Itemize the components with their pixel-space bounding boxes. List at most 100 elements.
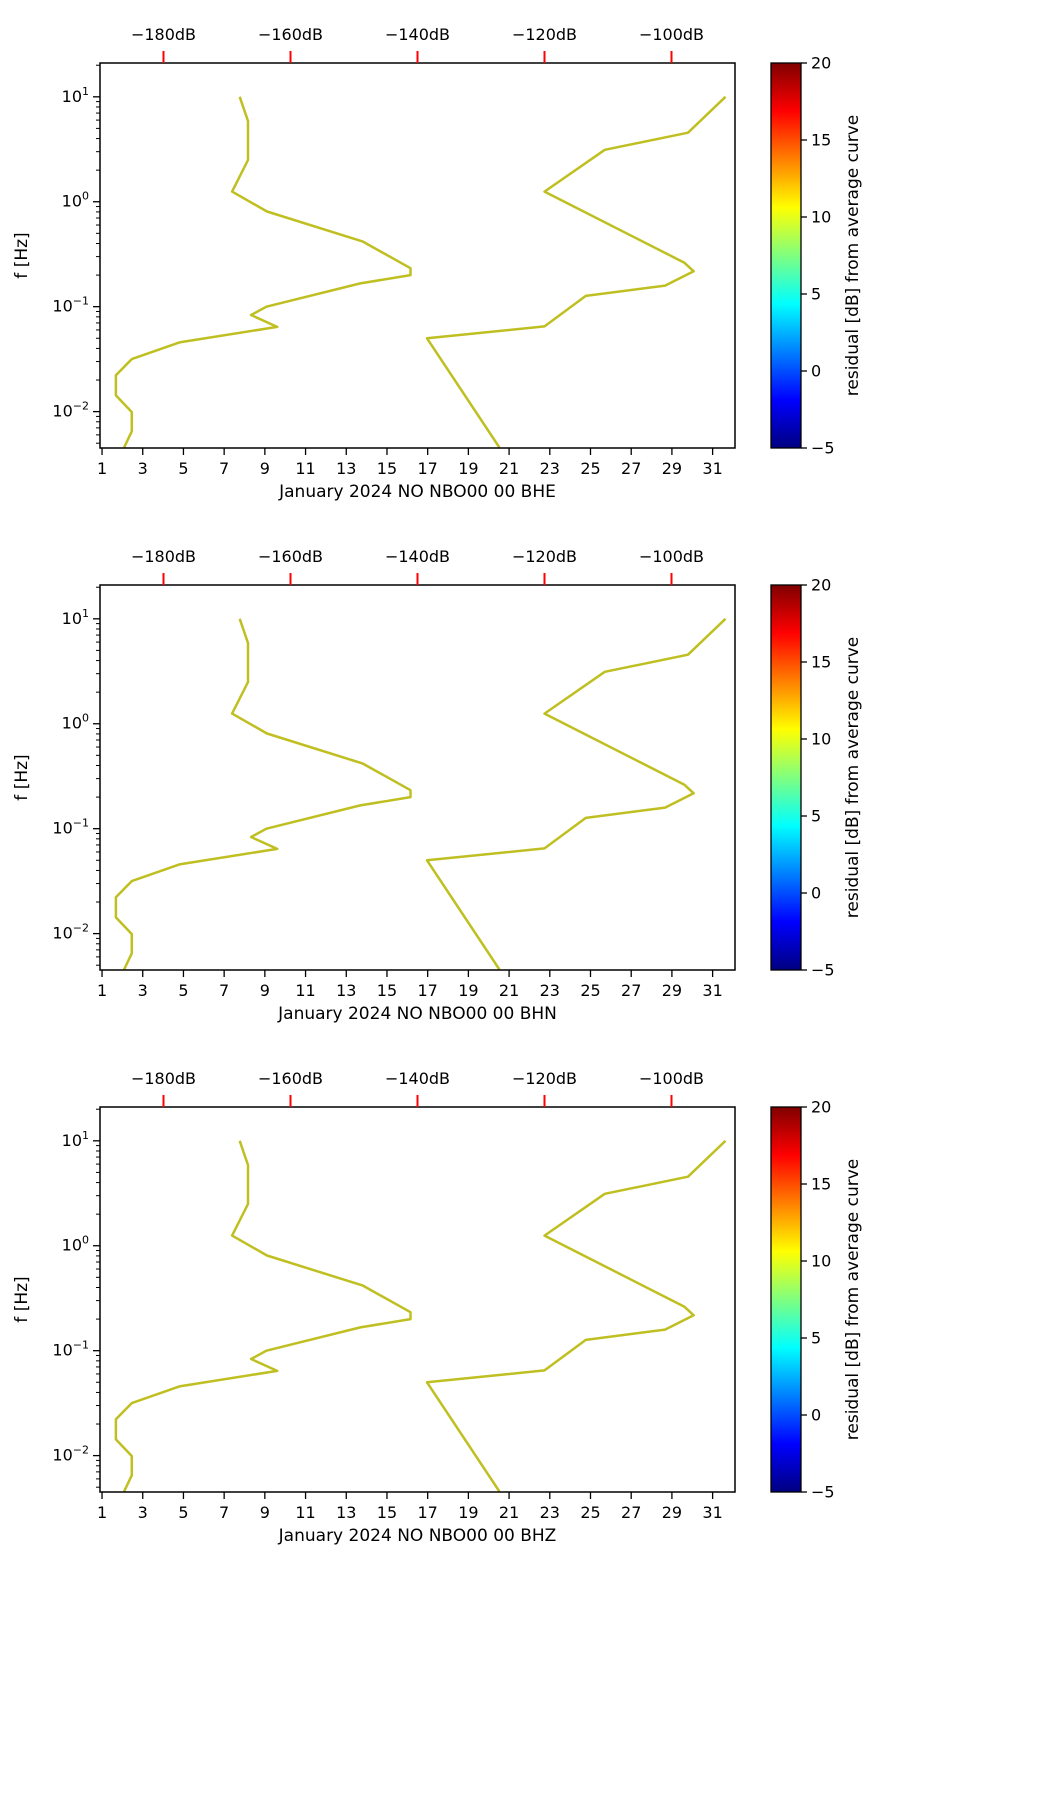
colorbar-tick-label: 20 — [811, 576, 831, 595]
db-tick-label: −140dB — [385, 547, 450, 566]
x-tick-label: 29 — [662, 981, 682, 1000]
x-tick-label: 27 — [621, 459, 641, 478]
low-noise-model-curve — [114, 1140, 412, 1492]
x-tick-label: 7 — [219, 981, 229, 1000]
x-tick-label: 7 — [219, 459, 229, 478]
x-tick-label: 31 — [702, 1503, 722, 1522]
colorbar-tick-label: 10 — [811, 1252, 831, 1271]
colorbar-tick-label: 5 — [811, 285, 821, 304]
x-tick-label: 25 — [580, 1503, 600, 1522]
y-axis-label: f [Hz] — [12, 232, 32, 278]
subplot-bhn: 101 100 10−1 10−2 1 3 5 7 9 11 13 15 17 19 21 23 25 27 29 3… — [0, 522, 1052, 1044]
x-tick-label: 29 — [662, 459, 682, 478]
colorbar-tick-label: 20 — [811, 1098, 831, 1117]
x-tick-label: 21 — [499, 1503, 519, 1522]
x-tick-label: 27 — [621, 981, 641, 1000]
x-tick-label: 29 — [662, 1503, 682, 1522]
x-tick-label: 3 — [138, 459, 148, 478]
x-tick-label: 19 — [458, 459, 478, 478]
low-noise-model-curve — [114, 618, 412, 970]
x-tick-label: 1 — [97, 981, 107, 1000]
x-tick-label: 23 — [540, 1503, 560, 1522]
x-tick-label: 23 — [540, 981, 560, 1000]
db-tick-label: −160dB — [258, 547, 323, 566]
chart-title: January 2024 NO NBO00 00 BHN — [277, 1004, 557, 1024]
x-tick-label: 13 — [336, 981, 356, 1000]
y-tick-label: 10−1 — [52, 295, 89, 316]
x-tick-label: 17 — [417, 981, 437, 1000]
x-tick-label: 11 — [295, 1503, 315, 1522]
x-tick-label: 21 — [499, 459, 519, 478]
y-tick-label: 10−1 — [52, 817, 89, 838]
x-tick-label: 5 — [178, 981, 188, 1000]
x-tick-label: 15 — [377, 1503, 397, 1522]
x-tick-label: 7 — [219, 1503, 229, 1522]
y-tick-label: 10−1 — [52, 1339, 89, 1360]
db-tick-label: −180dB — [131, 547, 196, 566]
x-tick-label: 17 — [417, 1503, 437, 1522]
y-tick-label: 101 — [62, 1129, 89, 1150]
colorbar-tick-label: 15 — [811, 131, 831, 150]
x-tick-label: 31 — [702, 981, 722, 1000]
y-tick-label: 10−2 — [52, 1444, 89, 1465]
colorbar — [770, 62, 802, 449]
db-tick-label: −120dB — [512, 547, 577, 566]
chart-title: January 2024 NO NBO00 00 BHZ — [278, 1526, 557, 1546]
db-tick-label: −120dB — [512, 25, 577, 44]
x-tick-label: 9 — [260, 459, 270, 478]
x-tick-label: 9 — [260, 981, 270, 1000]
colorbar-tick-label: 15 — [811, 653, 831, 672]
chart-title: January 2024 NO NBO00 00 BHE — [278, 482, 556, 502]
plot-area — [100, 63, 735, 448]
low-noise-model-curve — [114, 96, 412, 448]
x-tick-label: 27 — [621, 1503, 641, 1522]
colorbar-tick-label: −5 — [811, 961, 835, 980]
colorbar-tick-label: 0 — [811, 884, 821, 903]
x-tick-label: 19 — [458, 1503, 478, 1522]
db-tick-label: −140dB — [385, 25, 450, 44]
colorbar-tick-label: 20 — [811, 54, 831, 73]
x-tick-label: 11 — [295, 459, 315, 478]
colorbar-tick-label: 15 — [811, 1175, 831, 1194]
y-tick-label: 100 — [62, 712, 89, 733]
y-tick-label: 10−2 — [52, 922, 89, 943]
y-tick-label: 10−2 — [52, 400, 89, 421]
x-tick-label: 25 — [580, 981, 600, 1000]
x-tick-label: 25 — [580, 459, 600, 478]
colorbar-tick-label: 5 — [811, 807, 821, 826]
x-tick-label: 5 — [178, 1503, 188, 1522]
colorbar-tick-label: 10 — [811, 730, 831, 749]
x-tick-label: 3 — [138, 981, 148, 1000]
colorbar-label: residual [dB] from average curve — [843, 637, 863, 918]
colorbar-tick-label: −5 — [811, 439, 835, 458]
high-noise-model-curve — [425, 617, 727, 970]
y-axis-label: f [Hz] — [12, 1276, 32, 1322]
y-tick-label: 100 — [62, 1234, 89, 1255]
x-tick-label: 5 — [178, 459, 188, 478]
db-tick-label: −120dB — [512, 1069, 577, 1088]
x-tick-label: 17 — [417, 459, 437, 478]
x-tick-label: 15 — [377, 459, 397, 478]
plot-area — [100, 1107, 735, 1492]
x-tick-label: 13 — [336, 1503, 356, 1522]
x-tick-label: 1 — [97, 1503, 107, 1522]
colorbar-tick-label: 0 — [811, 1406, 821, 1425]
colorbar-tick-label: 0 — [811, 362, 821, 381]
y-tick-label: 100 — [62, 190, 89, 211]
plot-area — [100, 585, 735, 970]
db-tick-label: −160dB — [258, 25, 323, 44]
y-axis-label: f [Hz] — [12, 754, 32, 800]
db-tick-label: −140dB — [385, 1069, 450, 1088]
colorbar — [770, 584, 802, 971]
db-tick-label: −100dB — [639, 25, 704, 44]
y-tick-label: 101 — [62, 85, 89, 106]
high-noise-model-curve — [425, 1139, 727, 1492]
x-tick-label: 15 — [377, 981, 397, 1000]
colorbar-tick-label: 5 — [811, 1329, 821, 1348]
colorbar-label: residual [dB] from average curve — [843, 115, 863, 396]
colorbar-tick-label: 10 — [811, 208, 831, 227]
db-tick-label: −180dB — [131, 25, 196, 44]
